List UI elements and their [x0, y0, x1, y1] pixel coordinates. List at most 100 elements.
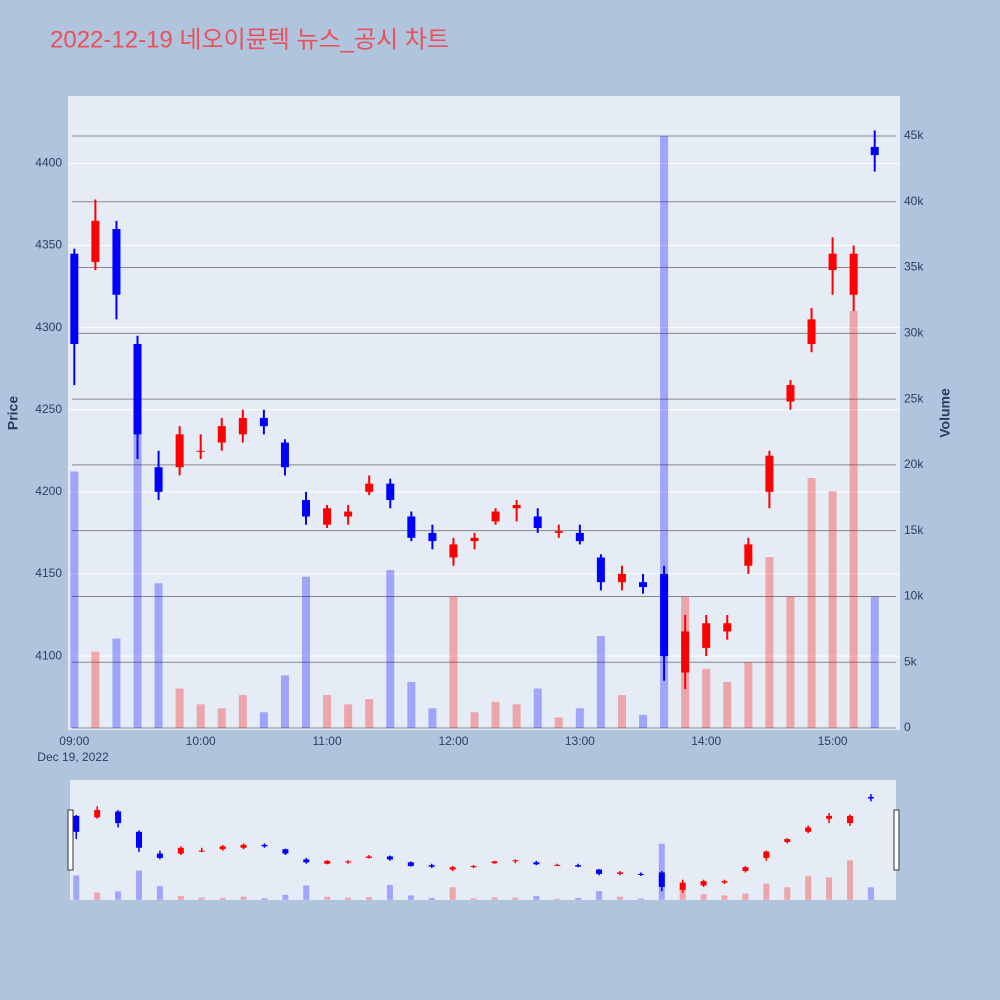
candle-body [617, 573, 626, 583]
volume-bar [826, 877, 833, 900]
candle-body [94, 810, 101, 818]
volume-bar [449, 596, 458, 729]
volume-bar [94, 892, 101, 900]
y2-axis-title: Volume [937, 388, 953, 438]
volume-bar [639, 714, 648, 729]
volume-bar [365, 699, 374, 729]
candle-body [784, 839, 791, 842]
candle-body [280, 442, 289, 468]
volume-bar [407, 895, 414, 900]
volume-bar [744, 662, 753, 729]
volume-bar [91, 651, 100, 729]
y-tick-label: 4400 [35, 156, 62, 170]
volume-bar [742, 893, 749, 900]
volume-bar [428, 708, 437, 729]
volume-bar [449, 887, 456, 900]
candle-body [867, 796, 874, 799]
y2-tick-label: 30k [904, 326, 924, 340]
x-tick-label: 15:00 [818, 734, 848, 748]
candle-body [554, 864, 561, 866]
candle-body [73, 815, 80, 832]
volume-bar [617, 695, 626, 729]
volume-bar [219, 897, 226, 900]
candle-body [533, 862, 540, 865]
volume-bar [136, 870, 143, 900]
y-axis-title: Price [5, 396, 21, 430]
volume-bar [512, 897, 519, 900]
volume-bar [177, 896, 184, 900]
volume-bar [470, 712, 479, 729]
candle-body [660, 573, 669, 657]
volume-bar [345, 897, 352, 900]
volume-bar [156, 886, 163, 900]
volume-bar [723, 681, 732, 729]
volume-bar [282, 894, 289, 900]
range-handle[interactable] [893, 809, 900, 871]
volume-bar [470, 898, 477, 900]
y-tick-label: 4250 [35, 402, 62, 416]
candle-body [386, 483, 395, 501]
y2-tick-label: 15k [904, 523, 924, 537]
y2-tick-label: 25k [904, 391, 924, 405]
y2-tick-label: 45k [904, 128, 924, 142]
candle-body [70, 253, 79, 345]
range-handle[interactable] [67, 809, 74, 871]
y-tick-label: 4300 [35, 320, 62, 334]
candle-body [259, 417, 268, 427]
volume-bar [323, 695, 332, 729]
y-tick-label: 4100 [35, 648, 62, 662]
volume-bar [786, 596, 795, 729]
volume-bar [303, 885, 310, 900]
volume-bar [575, 708, 584, 729]
candle-body [136, 831, 143, 848]
volume-bar [828, 491, 837, 729]
candle-body [533, 516, 542, 528]
volume-bar [721, 895, 728, 900]
x-sublabel: Dec 19, 2022 [37, 750, 109, 764]
candle-body [826, 815, 833, 819]
candle-body [345, 861, 352, 863]
candle-body [219, 846, 226, 850]
volume-bar [700, 894, 707, 900]
candle-body [386, 856, 393, 860]
candle-body [238, 417, 247, 435]
volume-bar [784, 887, 791, 900]
y2-tick-label: 20k [904, 457, 924, 471]
candle-body [870, 146, 879, 156]
candle-body [512, 504, 521, 509]
volume-bar [596, 891, 603, 900]
candle-body [112, 229, 121, 295]
volume-bar [807, 478, 816, 729]
candle-body [846, 815, 853, 824]
volume-bar [428, 897, 435, 900]
volume-bar [849, 310, 858, 729]
candle-body [177, 847, 184, 854]
y-tick-label: 4200 [35, 484, 62, 498]
candle-body [702, 623, 711, 648]
candle-body [658, 872, 665, 887]
candle-body [742, 867, 749, 871]
candle-body [470, 537, 479, 542]
candle-body [763, 851, 770, 858]
volume-bar [115, 891, 122, 900]
volume-bar [702, 668, 711, 729]
volume-bar [302, 576, 311, 729]
volume-bar [512, 704, 521, 729]
volume-bar [366, 897, 373, 900]
volume-bar [867, 887, 874, 900]
y2-tick-label: 5k [904, 654, 918, 668]
candle-body [596, 557, 605, 583]
candle-body [323, 508, 332, 525]
volume-bar [637, 898, 644, 900]
volume-bar [324, 896, 331, 900]
candle-body [428, 532, 437, 542]
volume-bar [596, 635, 605, 729]
candle-body [575, 532, 584, 542]
candle-body [302, 500, 311, 517]
candle-body [282, 849, 289, 854]
volume-bar [280, 675, 289, 729]
range-slider[interactable] [70, 780, 896, 900]
y2-tick-label: 0 [904, 720, 911, 734]
candle-body [449, 867, 456, 870]
candle-body [575, 865, 582, 867]
